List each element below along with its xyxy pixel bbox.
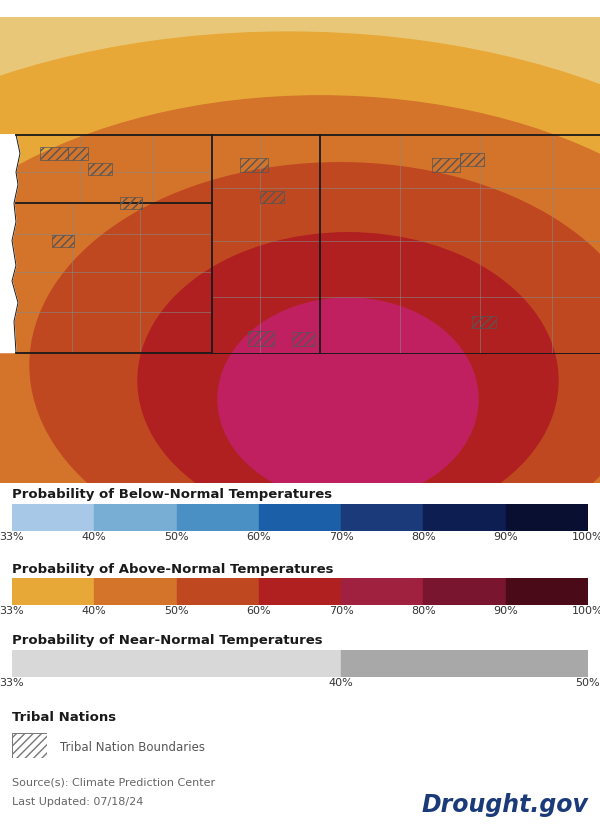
Bar: [506, 504, 588, 531]
Text: 100%: 100%: [572, 532, 600, 542]
Text: 50%: 50%: [575, 678, 600, 688]
Bar: [176, 578, 259, 605]
Ellipse shape: [0, 32, 600, 654]
Bar: [292, 332, 314, 346]
Text: 33%: 33%: [0, 532, 25, 542]
Ellipse shape: [218, 298, 478, 501]
Bar: [88, 163, 112, 175]
Text: Monthly Temperature Outlook for August 1–31, 2024: Monthly Temperature Outlook for August 1…: [12, 22, 527, 40]
Bar: [248, 330, 274, 346]
Bar: [341, 504, 424, 531]
Text: Drought.gov: Drought.gov: [421, 793, 588, 817]
Bar: [12, 504, 94, 531]
Text: 50%: 50%: [164, 606, 189, 616]
Polygon shape: [0, 135, 20, 353]
Bar: [259, 578, 341, 605]
Text: 40%: 40%: [82, 532, 107, 542]
Text: Probability of Near-Normal Temperatures: Probability of Near-Normal Temperatures: [12, 634, 323, 648]
Bar: [424, 578, 506, 605]
Text: 33%: 33%: [0, 606, 25, 616]
Bar: [176, 504, 259, 531]
Text: 70%: 70%: [329, 532, 353, 542]
Bar: [460, 154, 484, 166]
Text: 80%: 80%: [411, 606, 436, 616]
Ellipse shape: [30, 163, 600, 567]
Bar: [506, 578, 588, 605]
Bar: [432, 158, 460, 172]
Text: 90%: 90%: [493, 532, 518, 542]
Text: 100%: 100%: [572, 606, 600, 616]
Bar: [40, 147, 68, 159]
Bar: [472, 316, 496, 328]
Text: 80%: 80%: [411, 532, 436, 542]
Bar: [94, 504, 176, 531]
Text: 70%: 70%: [329, 606, 353, 616]
Bar: [240, 158, 268, 172]
Bar: [341, 650, 588, 677]
Text: 40%: 40%: [82, 606, 107, 616]
Ellipse shape: [0, 96, 600, 610]
Bar: [12, 578, 94, 605]
Bar: [12, 650, 341, 677]
Text: Tribal Nation Boundaries: Tribal Nation Boundaries: [60, 741, 205, 754]
Bar: [424, 504, 506, 531]
Text: 50%: 50%: [164, 532, 189, 542]
Bar: [94, 578, 176, 605]
Text: Last Updated: 07/18/24: Last Updated: 07/18/24: [12, 797, 143, 807]
Bar: [120, 197, 142, 210]
Text: 60%: 60%: [247, 606, 271, 616]
Bar: [259, 504, 341, 531]
Text: 40%: 40%: [329, 678, 353, 688]
Text: Tribal Nations: Tribal Nations: [12, 711, 116, 724]
Bar: [260, 191, 284, 203]
Bar: [341, 578, 424, 605]
Bar: [68, 147, 88, 159]
Ellipse shape: [138, 233, 558, 529]
Bar: [52, 235, 74, 247]
Text: 90%: 90%: [493, 606, 518, 616]
Text: 60%: 60%: [247, 532, 271, 542]
Text: 33%: 33%: [0, 678, 25, 688]
Text: Probability of Below-Normal Temperatures: Probability of Below-Normal Temperatures: [12, 488, 332, 501]
Text: Source(s): Climate Prediction Center: Source(s): Climate Prediction Center: [12, 777, 215, 787]
Text: Probability of Above-Normal Temperatures: Probability of Above-Normal Temperatures: [12, 563, 334, 576]
